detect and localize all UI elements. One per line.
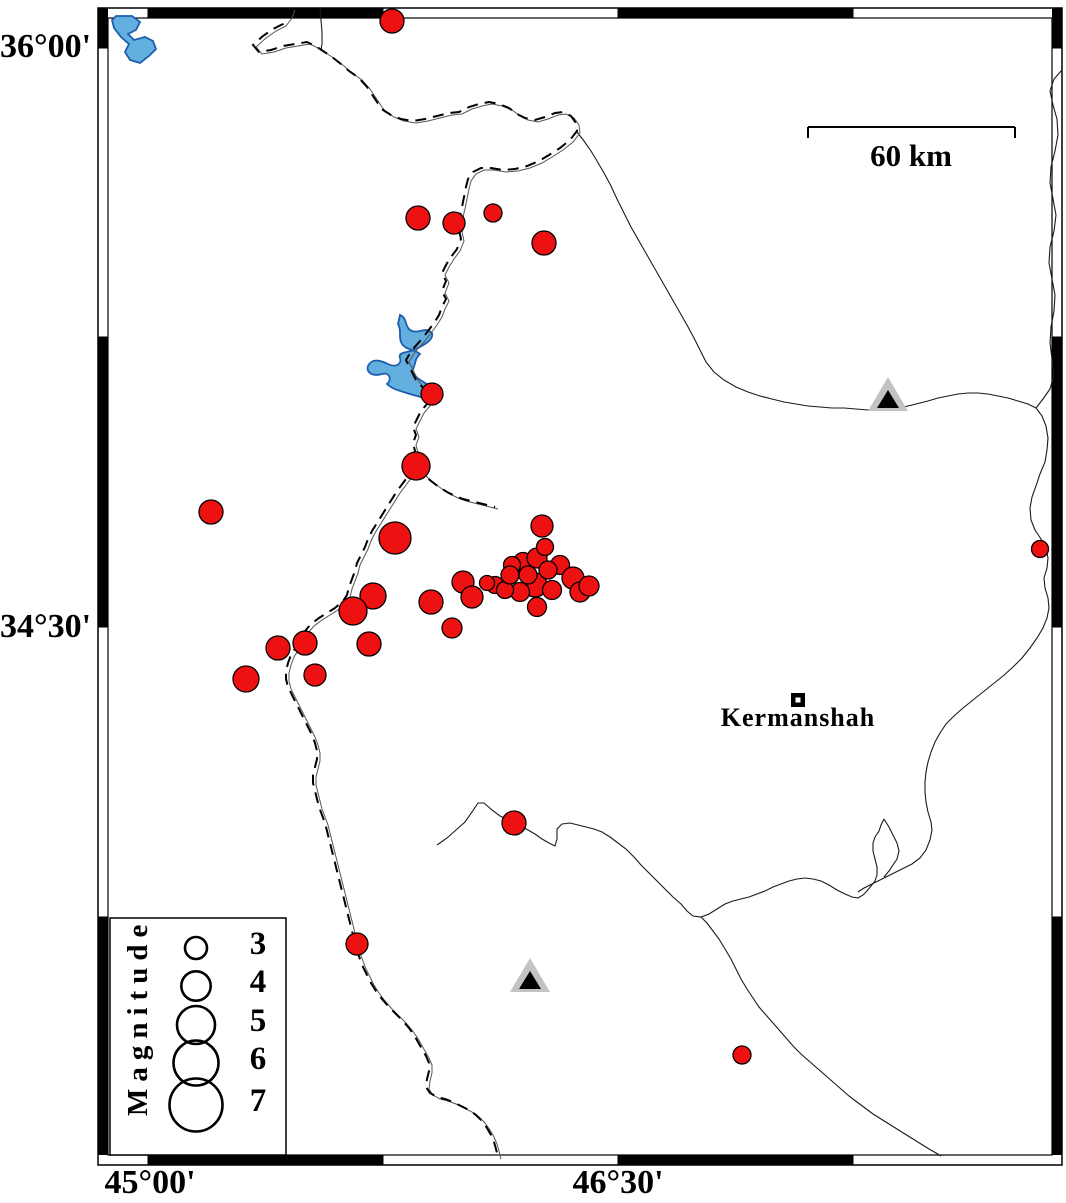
earthquake-marker	[405, 205, 431, 231]
legend-circle	[180, 969, 213, 1002]
earthquake-marker	[500, 565, 520, 585]
longitude-label-45-00: 45°00'	[104, 1164, 196, 1201]
earthquake-marker	[265, 635, 291, 661]
earthquake-marker	[292, 630, 318, 656]
river	[883, 818, 900, 878]
earthquake-marker	[401, 451, 431, 481]
legend-circle	[175, 1004, 217, 1046]
legend-circle	[183, 935, 209, 961]
earthquake-marker	[478, 574, 496, 592]
earthquake-marker	[345, 932, 369, 956]
earthquake-marker	[379, 8, 405, 34]
city-marker-center	[795, 697, 801, 703]
earthquake-marker	[526, 596, 548, 618]
frame-segment	[1052, 8, 1062, 48]
legend-magnitude-label: 6	[249, 1041, 267, 1077]
frame-segment	[98, 337, 108, 627]
legend-box	[109, 917, 287, 1156]
earthquake-marker	[1030, 539, 1050, 559]
earthquake-marker	[531, 230, 557, 256]
legend-magnitude-label: 4	[249, 964, 267, 1000]
latitude-label-34-30: 34°30'	[0, 608, 92, 645]
earthquake-marker	[732, 1045, 752, 1065]
earthquake-marker	[356, 631, 382, 657]
legend-magnitude-label: 7	[249, 1083, 267, 1119]
legend-circle	[172, 1039, 220, 1087]
station-marker-inner	[877, 390, 899, 408]
longitude-label-46-30: 46°30'	[572, 1164, 664, 1201]
river	[576, 131, 1037, 411]
earthquake-marker	[378, 521, 412, 555]
frame-segment	[1052, 337, 1062, 627]
lake	[111, 15, 158, 64]
frame-segment	[98, 8, 108, 48]
earthquake-marker	[460, 585, 484, 609]
frame-segment	[148, 8, 383, 18]
earthquake-marker	[578, 575, 600, 597]
earthquake-marker	[530, 514, 554, 538]
legend-title: Magnitude	[122, 917, 154, 1116]
scale-bar-label: 60 km	[870, 138, 952, 173]
station-marker-inner	[519, 971, 541, 989]
earthquake-marker	[535, 537, 555, 557]
earthquake-marker	[538, 560, 558, 580]
earthquake-marker	[418, 589, 444, 615]
frame-segment	[98, 917, 108, 1155]
latitude-label-36-00: 36°00'	[0, 28, 92, 65]
border-river	[255, 9, 581, 1160]
earthquake-marker	[338, 596, 368, 626]
river	[436, 802, 885, 918]
earthquake-marker	[541, 579, 563, 601]
earthquake-marker	[518, 565, 538, 585]
frame-segment	[148, 1155, 383, 1165]
earthquake-marker	[501, 810, 527, 836]
city-label: Kermanshah	[720, 703, 876, 732]
earthquake-marker	[359, 582, 387, 610]
river	[319, 7, 323, 51]
river	[1035, 69, 1063, 409]
legend-magnitude-label: 3	[249, 926, 267, 962]
country-border	[251, 7, 579, 1158]
lake	[366, 313, 442, 400]
earthquake-marker	[441, 617, 463, 639]
river	[700, 916, 942, 1157]
frame-segment	[1052, 917, 1062, 1155]
river	[857, 407, 1050, 893]
earthquake-marker	[442, 211, 466, 235]
earthquake-marker	[232, 665, 260, 693]
legend-circle	[168, 1077, 224, 1133]
legend-magnitude-label: 5	[249, 1003, 267, 1039]
frame-segment	[618, 1155, 853, 1165]
earthquake-marker	[303, 663, 327, 687]
earthquake-marker	[483, 203, 503, 223]
frame-segment	[618, 8, 853, 18]
earthquake-marker	[420, 382, 444, 406]
earthquake-marker	[198, 499, 224, 525]
country-border	[414, 466, 496, 508]
